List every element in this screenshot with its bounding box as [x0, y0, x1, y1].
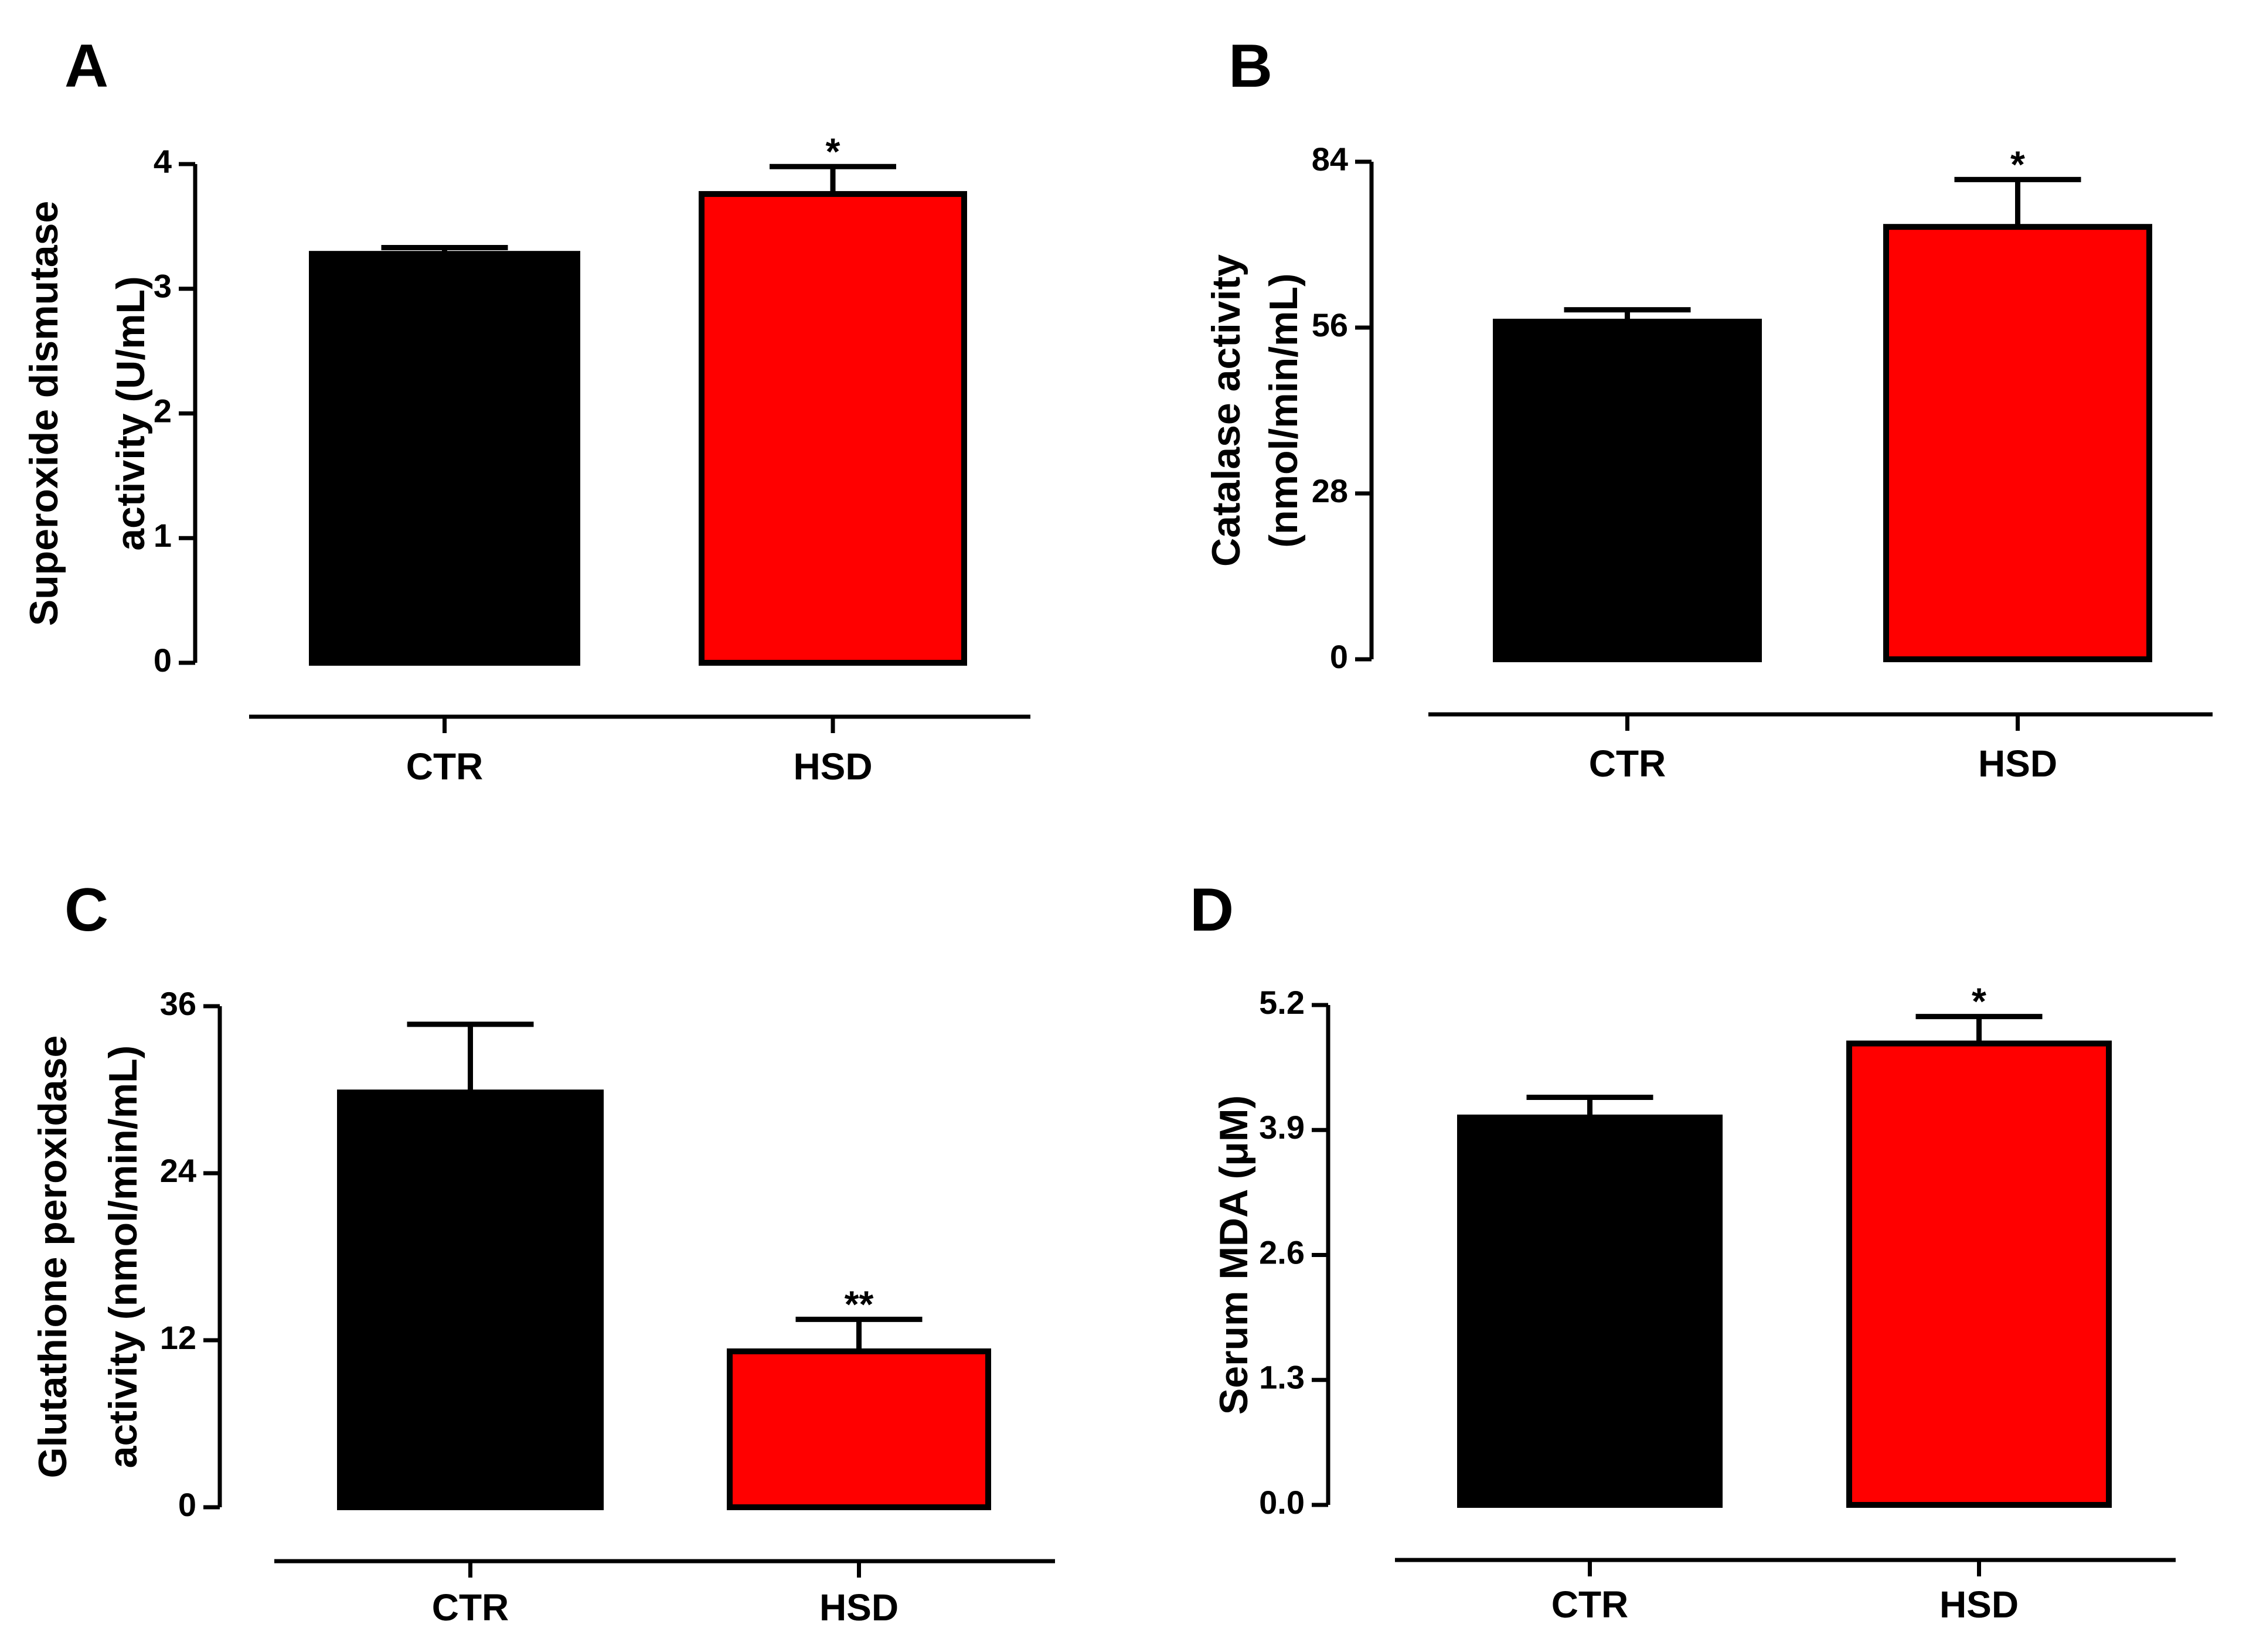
panel-letter: B [1229, 32, 1272, 100]
category-label: HSD [793, 745, 872, 788]
category-label: HSD [1978, 742, 2057, 785]
bar-ctr [309, 251, 580, 666]
y-axis-label: (nmol/min/mL) [1261, 273, 1306, 547]
panel-letter: C [64, 876, 108, 944]
y-tick-label: 1.3 [1259, 1359, 1305, 1396]
y-tick-label: 28 [1312, 472, 1348, 509]
bar-hsd [1846, 1040, 2112, 1508]
category-label: HSD [1939, 1583, 2019, 1626]
chart-panel-d: D Serum MDA (μM) 0.0 1.3 2.6 3.9 5.2 CTR * HSD [1190, 876, 2176, 1626]
y-axis-label: Serum MDA (μM) [1212, 1095, 1256, 1415]
y-tick-label: 0 [1330, 638, 1348, 675]
panel-letter: D [1190, 876, 1234, 944]
category-label: CTR [1589, 742, 1666, 785]
y-tick-label: 4 [154, 143, 172, 180]
chart-panel-a: A Superoxide dismutase activity (U/mL) 0 1 2 3… [22, 32, 1030, 788]
significance-marker: * [2010, 143, 2025, 185]
chart-panel-b: B Catalase activity (nmol/min/mL) 0 28 56 84 CT… [1204, 32, 2213, 785]
y-tick-label: 1 [154, 517, 172, 554]
y-tick-label: 3 [154, 268, 172, 305]
chart-panel-c: C Glutathione peroxidase activity (nmol/mi… [30, 876, 1055, 1629]
bar-ctr [1457, 1114, 1723, 1508]
y-tick-label: 3.9 [1259, 1109, 1305, 1146]
bar-hsd [1883, 224, 2152, 662]
category-label: HSD [819, 1586, 899, 1629]
y-tick-label: 0.0 [1259, 1484, 1305, 1521]
bar-hsd [699, 191, 967, 666]
y-tick-label: 2 [154, 392, 172, 429]
y-tick-label: 12 [160, 1319, 196, 1356]
significance-marker: ** [845, 1283, 874, 1325]
category-label: CTR [406, 745, 484, 788]
bar-hsd [727, 1348, 991, 1510]
significance-marker: * [826, 130, 840, 172]
category-label: CTR [432, 1586, 509, 1629]
y-tick-label: 0 [178, 1486, 196, 1523]
y-axis-label: Superoxide dismutase [22, 201, 66, 626]
category-label: CTR [1551, 1583, 1629, 1626]
y-tick-label: 24 [160, 1152, 196, 1189]
y-axis-label: activity (U/mL) [108, 276, 153, 551]
y-tick-label: 36 [160, 985, 196, 1022]
panel-letter: A [64, 32, 108, 100]
y-axis-label: activity (nmol/min/mL) [101, 1045, 145, 1469]
y-tick-label: 2.6 [1259, 1234, 1305, 1270]
y-axis-label: Glutathione peroxidase [30, 1036, 75, 1479]
y-tick-label: 56 [1312, 306, 1348, 343]
significance-marker: * [1972, 980, 1986, 1023]
y-tick-label: 0 [154, 642, 172, 679]
y-tick-label: 84 [1312, 141, 1348, 178]
y-axis-label: Catalase activity [1204, 254, 1248, 567]
y-tick-label: 5.2 [1259, 984, 1305, 1021]
bar-ctr [1493, 318, 1762, 662]
bar-ctr [337, 1089, 604, 1510]
